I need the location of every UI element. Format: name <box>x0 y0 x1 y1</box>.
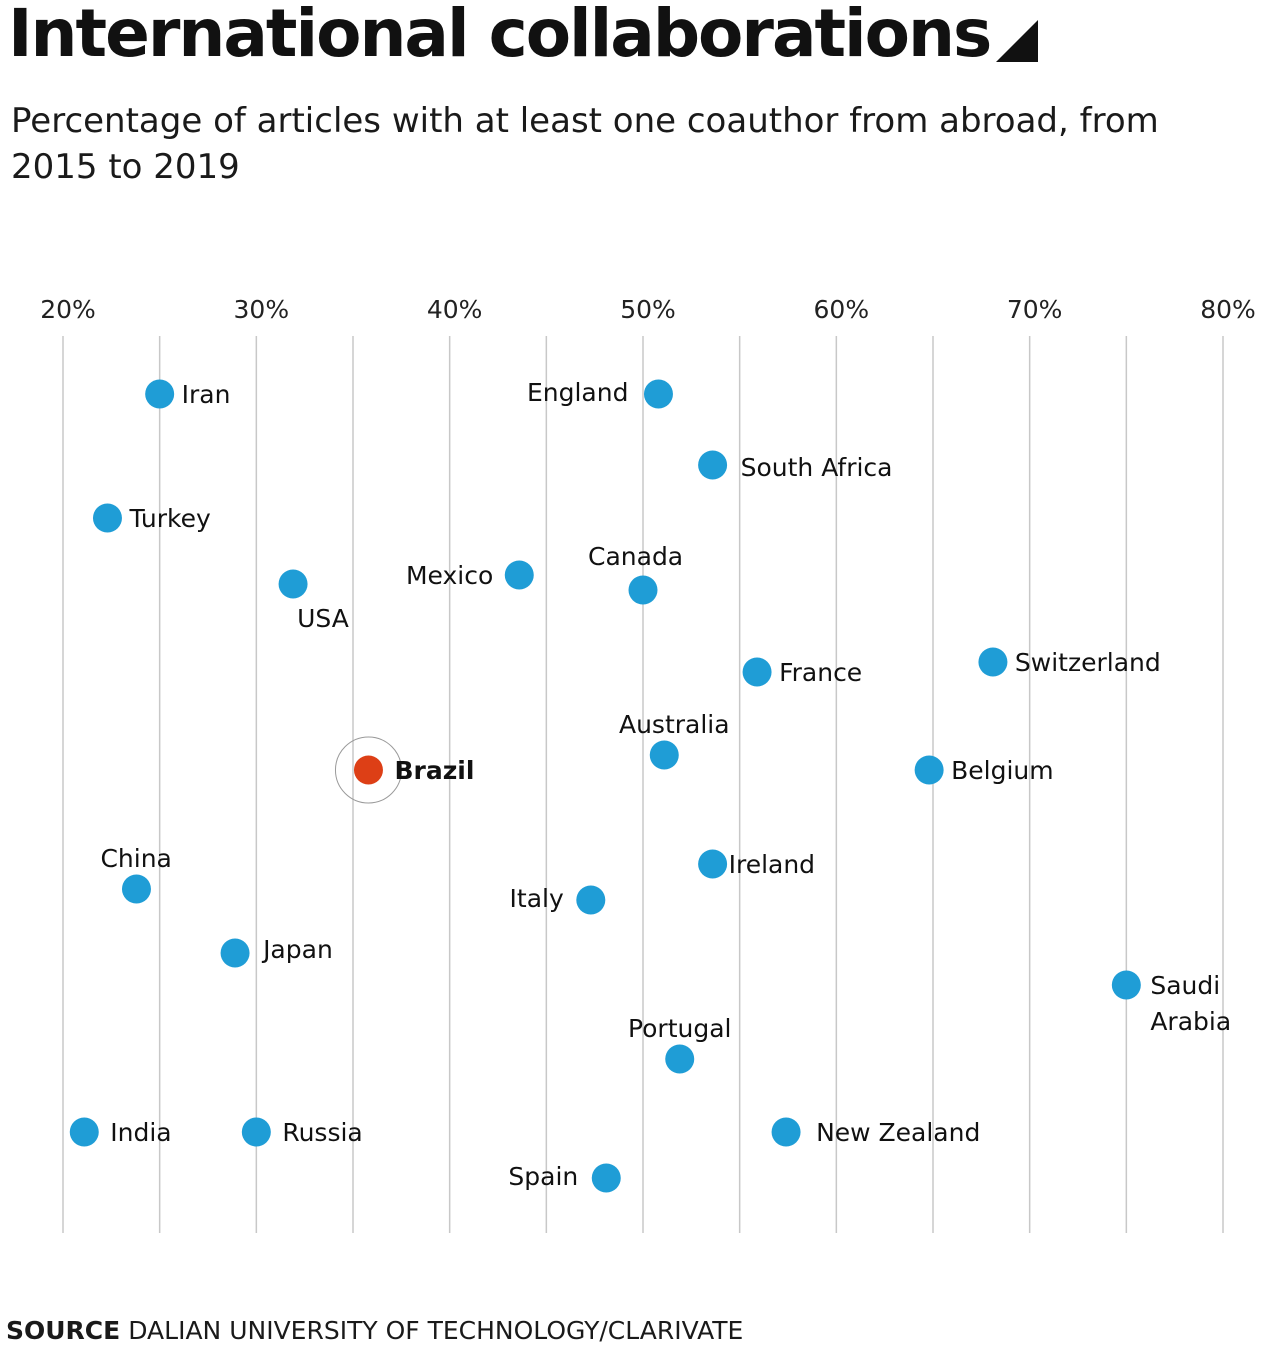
highlight-ring <box>334 736 402 804</box>
point-label-canada: Canada <box>588 542 683 571</box>
point-dot-australia <box>649 740 679 770</box>
point-dot-canada <box>628 575 658 605</box>
point-saudi-arabia: Saudi Arabia <box>1111 970 1231 1036</box>
point-canada: Canada <box>588 542 683 605</box>
point-spain: Spain <box>508 1162 621 1193</box>
point-dot-russia <box>241 1117 271 1147</box>
point-dot-portugal <box>665 1044 695 1074</box>
point-label-brazil: Brazil <box>394 756 474 785</box>
point-india: India <box>69 1117 172 1147</box>
point-china: China <box>100 844 172 904</box>
point-label-india: India <box>110 1118 171 1147</box>
point-label-england: England <box>527 378 629 407</box>
point-australia: Australia <box>619 710 730 770</box>
point-label-portugal: Portugal <box>628 1014 732 1043</box>
point-france: France <box>742 657 862 687</box>
point-dot-new-zealand <box>771 1117 801 1147</box>
source-text: DALIAN UNIVERSITY OF TECHNOLOGY/CLARIVAT… <box>128 1316 744 1345</box>
point-label-belgium: Belgium <box>951 756 1053 785</box>
point-label-iran: Iran <box>182 380 231 409</box>
triangle-icon <box>996 20 1038 62</box>
point-russia: Russia <box>241 1117 363 1147</box>
point-label-australia: Australia <box>619 710 730 739</box>
x-tick-label: 70% <box>1007 295 1063 324</box>
point-label-turkey: Turkey <box>128 504 211 533</box>
point-south-africa: South Africa <box>698 450 893 482</box>
point-dot-belgium <box>914 755 944 785</box>
point-ireland: Ireland <box>698 849 815 879</box>
point-dot-ireland <box>698 849 728 879</box>
x-tick-label: 50% <box>620 295 676 324</box>
point-dot-iran <box>145 379 175 409</box>
point-label-south-africa: South Africa <box>741 453 893 482</box>
point-dot-usa <box>278 569 308 599</box>
point-label-spain: Spain <box>508 1162 578 1191</box>
x-tick-label: 80% <box>1200 295 1256 324</box>
point-brazil: Brazil <box>334 736 474 804</box>
point-dot-switzerland <box>978 647 1008 677</box>
point-dot-india <box>69 1117 99 1147</box>
point-dot-spain <box>591 1163 621 1193</box>
point-label-usa: USA <box>297 604 349 633</box>
point-portugal: Portugal <box>628 1014 732 1074</box>
point-italy: Italy <box>510 884 606 915</box>
point-dot-france <box>742 657 772 687</box>
point-dot-italy <box>576 885 606 915</box>
chart-subtitle: Percentage of articles with at least one… <box>11 101 1159 187</box>
point-dot-turkey <box>92 503 122 533</box>
point-label-japan: Japan <box>261 935 333 964</box>
point-belgium: Belgium <box>914 755 1054 785</box>
point-dot-saudi-arabia <box>1111 970 1141 1000</box>
x-axis-tick-labels: 20% 30% 40% 50% 60% 70% 80% <box>40 295 1256 324</box>
gridlines <box>62 336 1224 1233</box>
point-label-switzerland: Switzerland <box>1015 648 1161 677</box>
point-iran: Iran <box>145 379 231 409</box>
point-usa: USA <box>278 569 349 633</box>
source-note: SOURCE DALIAN UNIVERSITY OF TECHNOLOGY/CL… <box>6 1316 743 1345</box>
point-label-mexico: Mexico <box>406 561 493 590</box>
point-dot-china <box>121 874 151 904</box>
point-dot-south-africa <box>698 450 728 480</box>
point-dot-england <box>643 379 673 409</box>
point-dot-japan <box>220 938 250 968</box>
chart-title: International collaborations <box>8 0 992 72</box>
source-key: SOURCE <box>6 1316 121 1345</box>
point-dot-mexico <box>504 560 534 590</box>
x-tick-label: 20% <box>40 295 96 324</box>
point-turkey: Turkey <box>92 503 211 533</box>
point-new-zealand: New Zealand <box>771 1117 980 1147</box>
point-dot-brazil <box>353 755 383 785</box>
point-label-italy: Italy <box>510 884 564 913</box>
point-japan: Japan <box>220 935 333 968</box>
point-mexico: Mexico <box>406 560 534 590</box>
dot-plot: 20% 30% 40% 50% 60% 70% 80% Iran England South A… <box>40 295 1256 1233</box>
point-england: England <box>527 378 673 409</box>
data-points: Iran England South Africa Turkey Mexico Canad… <box>69 378 1231 1193</box>
point-label-france: France <box>779 658 862 687</box>
point-label-russia: Russia <box>282 1118 362 1147</box>
point-label-china: China <box>100 844 171 873</box>
point-switzerland: Switzerland <box>978 647 1161 677</box>
x-tick-label: 60% <box>814 295 870 324</box>
point-label-ireland: Ireland <box>729 850 815 879</box>
x-tick-label: 30% <box>234 295 290 324</box>
x-tick-label: 40% <box>427 295 483 324</box>
point-label-saudi-arabia: Saudi Arabia <box>1150 971 1231 1036</box>
point-label-new-zealand: New Zealand <box>816 1118 980 1147</box>
